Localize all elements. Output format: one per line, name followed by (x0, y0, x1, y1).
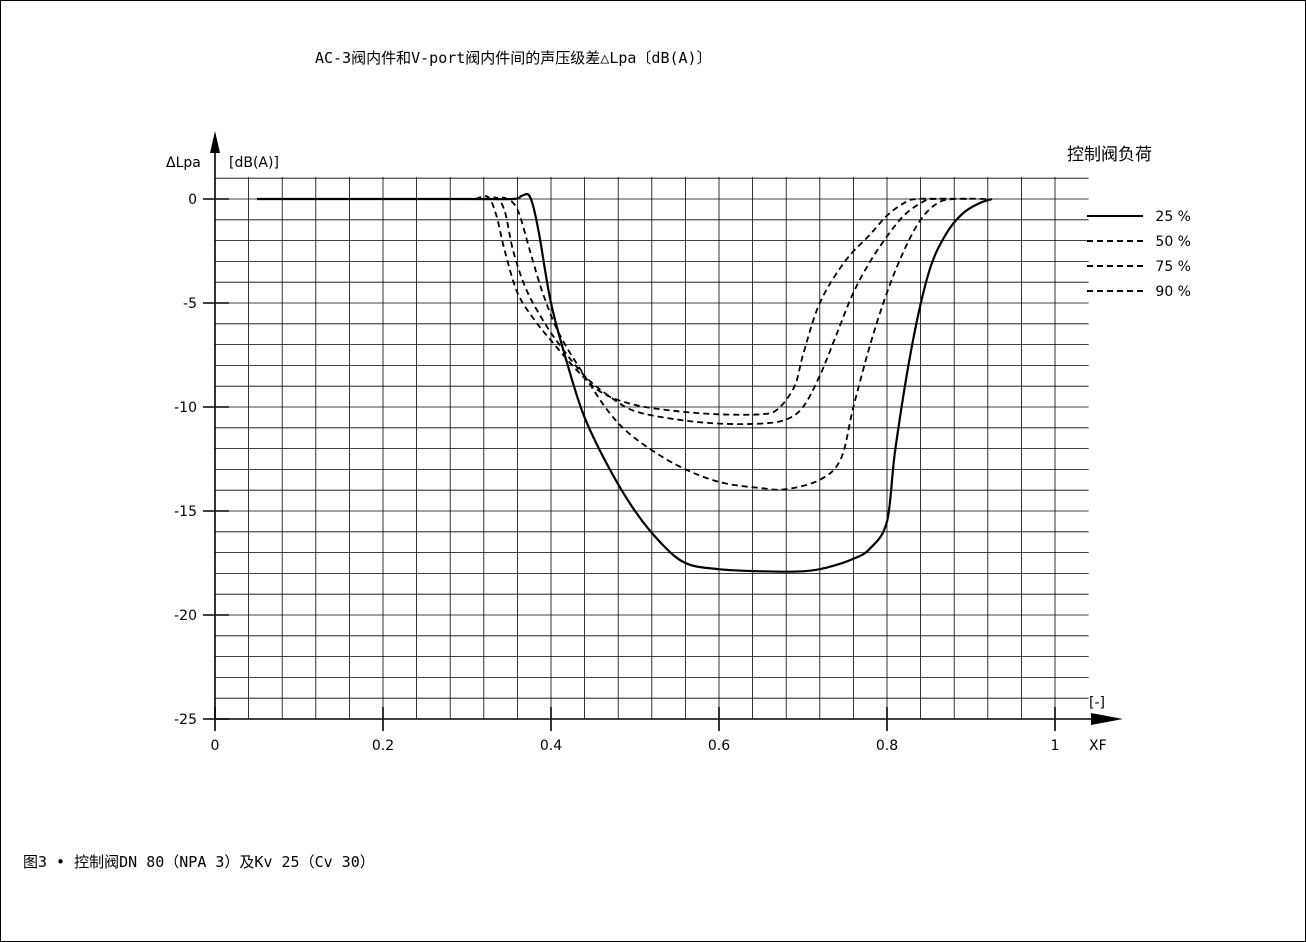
x-axis-arrow (1091, 713, 1123, 725)
series-line-75 (483, 196, 972, 426)
series-line-25 (256, 192, 993, 573)
figure-caption: 图3 • 控制阀DN 80（NPA 3）及Kv 25（Cv 30） (23, 853, 375, 871)
x-tick-label: 1 (1051, 738, 1060, 754)
legend-label-25: 25 % (1155, 209, 1191, 225)
grid (215, 177, 1089, 719)
legend-label-90: 90 % (1155, 284, 1191, 300)
y-axis-arrow (210, 131, 220, 153)
chart-title: AC-3阀内件和V-port阀内件间的声压级差△Lpa〔dB(A)〕 (315, 49, 712, 67)
y-tick-label: -10 (174, 400, 197, 416)
x-tick-label: 0.8 (876, 738, 898, 754)
y-axis-unit: [dB(A)] (229, 155, 279, 171)
x-tick-label: 0.2 (372, 738, 394, 754)
x-tick-label: 0.6 (708, 738, 730, 754)
legend: 25 % 50 % 75 % 90 % (1087, 209, 1191, 300)
y-axis-label: ΔLpa (166, 155, 201, 171)
y-tick-label: -15 (174, 504, 197, 520)
y-tick-label: -5 (183, 296, 197, 312)
series-line-90 (475, 195, 955, 416)
x-tick-label: 0.4 (540, 738, 562, 754)
legend-title: 控制阀负荷 (1067, 145, 1152, 165)
y-tick-label: -20 (174, 608, 197, 624)
legend-label-75: 75 % (1155, 259, 1191, 275)
y-tick-label: 0 (188, 192, 197, 208)
series-lines (256, 192, 993, 573)
ticks: 0 -5 -10 -15 -20 -25 0 0.2 0.4 0.6 0.8 1 (174, 192, 1059, 754)
y-tick-label: -25 (174, 712, 197, 728)
x-tick-label: 0 (211, 738, 220, 754)
series-line-50 (492, 196, 988, 491)
legend-label-50: 50 % (1155, 234, 1191, 250)
x-axis-label: XF (1089, 738, 1107, 754)
x-axis-unit: [-] (1089, 695, 1105, 711)
